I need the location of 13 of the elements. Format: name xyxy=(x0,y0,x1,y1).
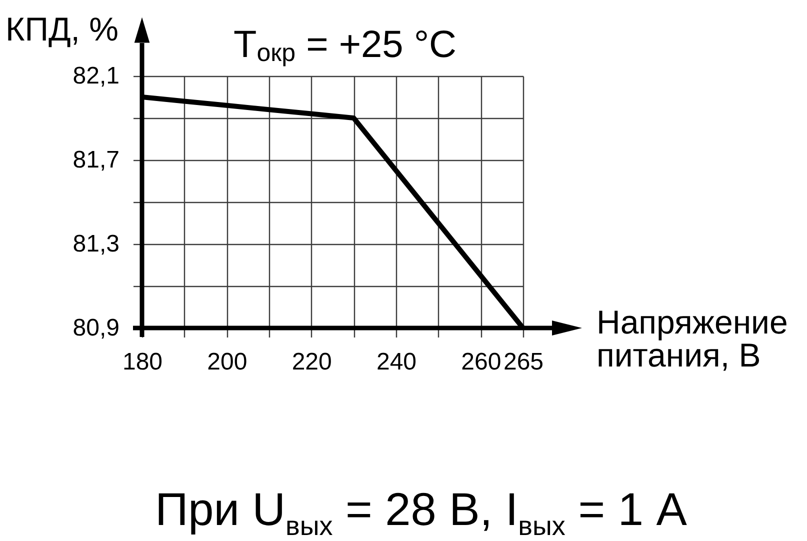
y-tick-label: 81,7 xyxy=(72,146,120,174)
x-tick-label: 220 xyxy=(292,348,332,376)
x-tick-label: 265 xyxy=(503,348,544,376)
x-tick-label: 260 xyxy=(461,348,502,376)
x-tick-label: 200 xyxy=(207,348,248,376)
y-tick-label: 82,1 xyxy=(72,62,120,90)
x-tick-label: 180 xyxy=(122,348,163,376)
chart-title: Tокр = +25 °C xyxy=(234,24,456,67)
x-tick-label: 240 xyxy=(376,348,417,376)
y-axis-title: КПД, % xyxy=(6,10,118,48)
y-tick-label: 80,9 xyxy=(72,314,120,342)
x-axis-title: Напряжение питания, В xyxy=(596,304,788,374)
y-tick-label: 81,3 xyxy=(72,230,120,258)
